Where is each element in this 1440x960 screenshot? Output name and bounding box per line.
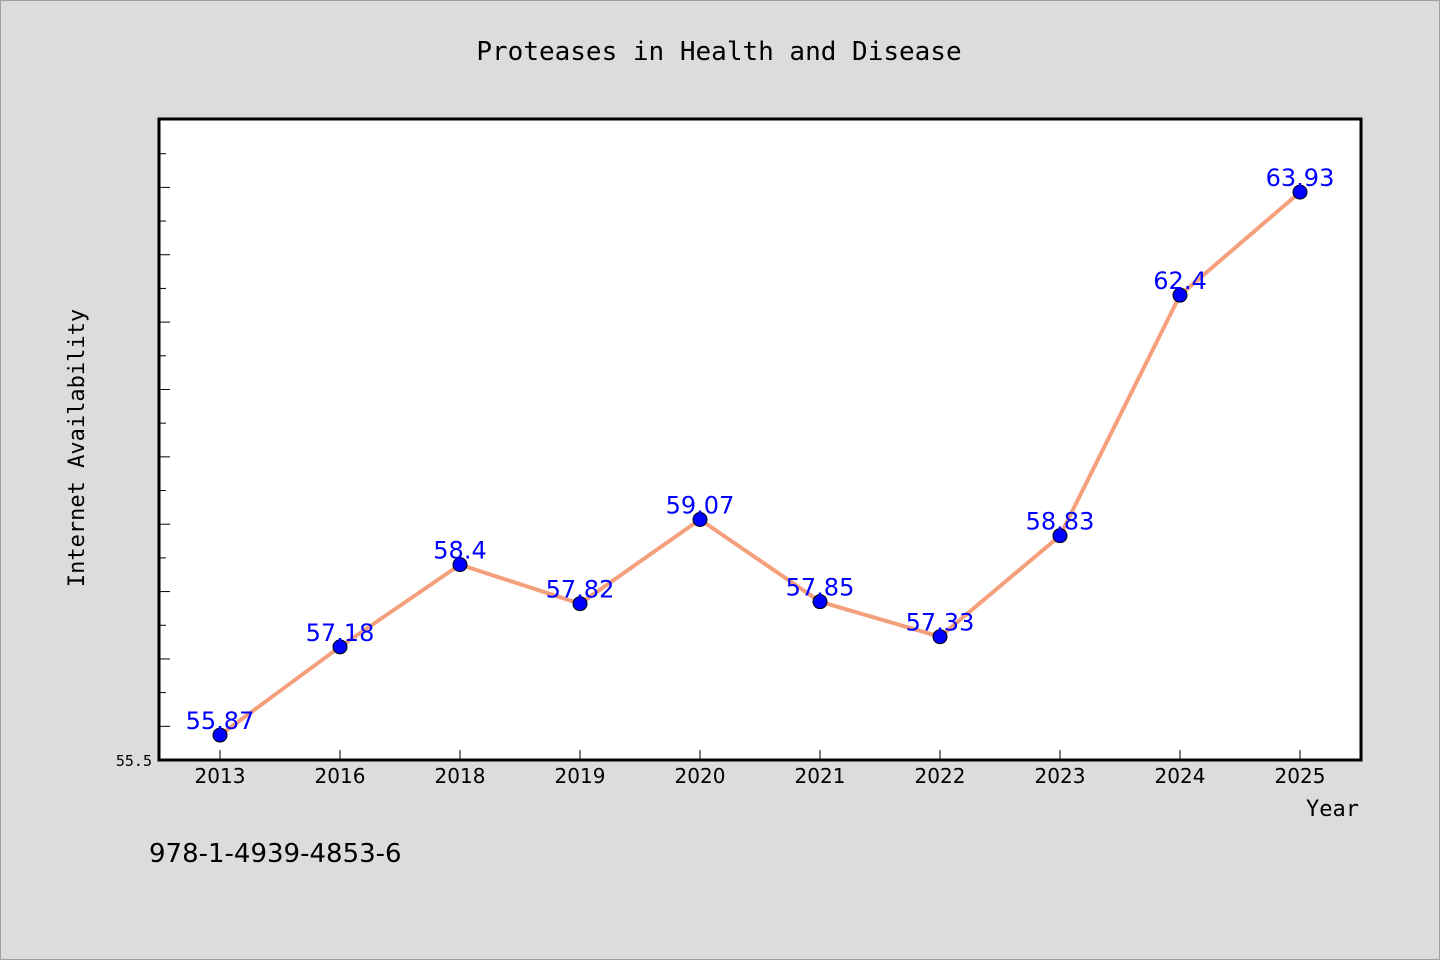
data-label: 55.87	[186, 707, 255, 735]
x-tick-label: 2021	[795, 764, 846, 788]
x-tick-label: 2020	[675, 764, 726, 788]
data-label: 57.85	[786, 574, 855, 602]
x-tick-label: 2023	[1035, 764, 1086, 788]
x-tick-label: 2013	[195, 764, 246, 788]
data-point	[452, 557, 468, 573]
series-line	[218, 190, 1302, 738]
data-label: 62.4	[1153, 267, 1206, 295]
x-axis-tick-labels: 2013 2016 2018 2019 2020 2021 2022 2023 2024 2025	[195, 764, 1326, 788]
data-point	[932, 629, 948, 645]
data-label: 58.4	[433, 537, 486, 565]
data-label: 57.18	[306, 619, 375, 647]
isbn-text: 978-1-4939-4853-6	[149, 839, 402, 869]
data-point	[692, 511, 708, 527]
data-point	[212, 727, 228, 743]
data-label: 59.07	[666, 491, 735, 519]
chart-title: Proteases in Health and Disease	[476, 37, 961, 67]
x-tick-label: 2025	[1275, 764, 1326, 788]
data-label: 58.83	[1026, 508, 1095, 536]
data-point	[332, 639, 348, 655]
data-label: 63.93	[1266, 164, 1335, 192]
x-tick-label: 2022	[915, 764, 966, 788]
data-label: 57.82	[546, 576, 615, 604]
x-axis-label: Year	[1306, 797, 1359, 822]
data-point	[1052, 528, 1068, 544]
data-label: 57.33	[906, 609, 975, 637]
data-point	[572, 596, 588, 612]
series-layer: 55.87 57.18 58.4 57.82 59.07 57.85 57.33 58.83 6…	[186, 164, 1335, 743]
x-tick-label: 2016	[315, 764, 366, 788]
y-axis-ticks	[160, 119, 170, 761]
x-tick-label: 2019	[555, 764, 606, 788]
x-tick-label: 2018	[435, 764, 486, 788]
data-point	[1172, 287, 1188, 303]
data-point	[1292, 184, 1308, 200]
data-point	[812, 594, 828, 610]
y-axis-label: Internet Availability	[65, 309, 90, 587]
plot-area	[157, 117, 1363, 762]
y-tick-label: 55.5	[116, 752, 152, 770]
x-axis-ticks	[219, 750, 1301, 760]
x-tick-label: 2024	[1155, 764, 1206, 788]
